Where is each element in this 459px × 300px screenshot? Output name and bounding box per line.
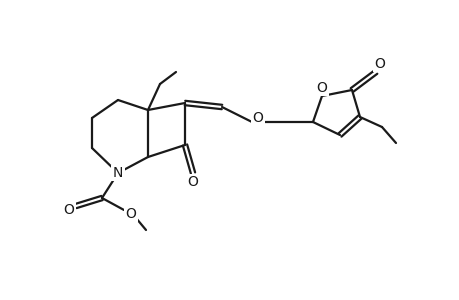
Text: O: O	[187, 175, 198, 189]
Text: O: O	[374, 57, 385, 71]
Text: O: O	[316, 81, 327, 95]
Text: O: O	[125, 207, 136, 221]
Text: O: O	[63, 203, 74, 217]
Text: O: O	[252, 111, 263, 125]
Text: N: N	[112, 166, 123, 180]
